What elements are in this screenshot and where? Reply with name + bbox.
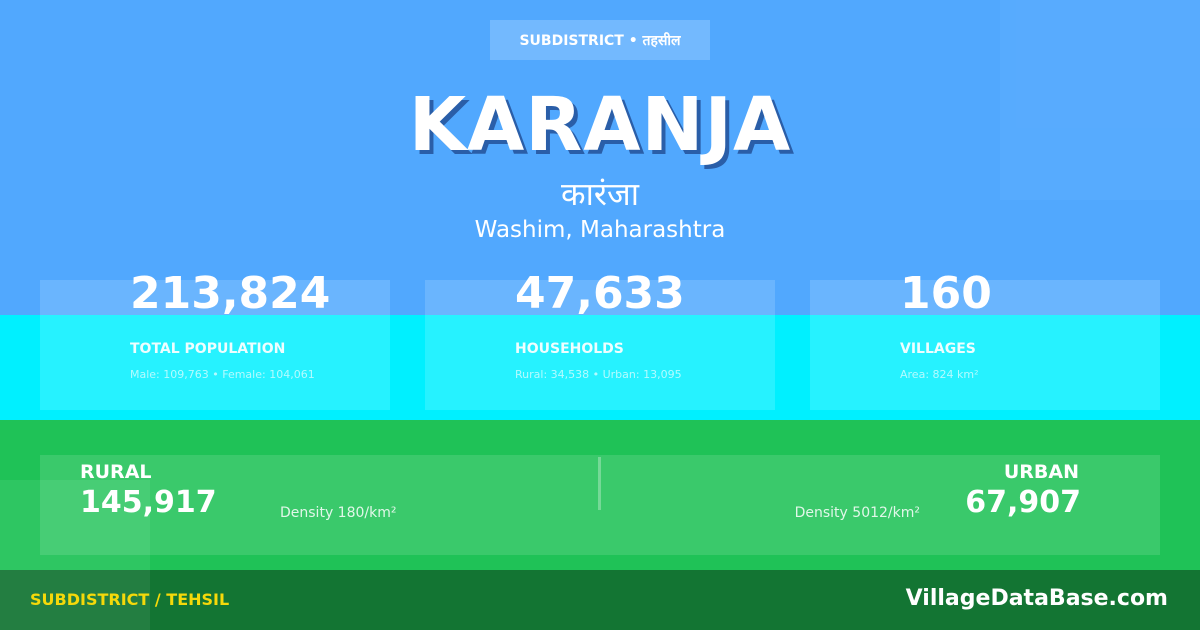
header-band <box>0 0 1200 315</box>
brand-link[interactable]: VillageDataBase.com <box>905 586 1168 611</box>
stat-card-villages: 160 VILLAGES Area: 824 km² <box>810 268 1160 410</box>
type-badge: SUBDISTRICT • तहसील <box>490 20 710 60</box>
local-title: कारंजा <box>561 175 639 213</box>
page-title: KARANJA <box>408 82 792 168</box>
footer-category: SUBDISTRICT / TEHSIL <box>30 590 230 609</box>
urban-density: Density 5012/km² <box>794 505 920 521</box>
stat-card-households: 47,633 HOUSEHOLDS Rural: 34,538 • Urban:… <box>425 268 775 410</box>
stat-label: TOTAL POPULATION <box>130 341 286 357</box>
rural-urban-band <box>0 420 1200 570</box>
stat-value: 213,824 <box>130 268 331 319</box>
stat-label: HOUSEHOLDS <box>515 341 624 357</box>
urban-value: 67,907 <box>965 485 1081 520</box>
stat-value: 160 <box>900 268 992 319</box>
rural-label: RURAL <box>80 461 152 483</box>
stat-sub: Male: 109,763 • Female: 104,061 <box>130 368 315 381</box>
urban-label: URBAN <box>1003 461 1079 483</box>
rural-urban-panel <box>40 455 1160 555</box>
decor-square <box>0 480 150 630</box>
stat-label: VILLAGES <box>900 341 976 357</box>
location: Washim, Maharashtra <box>474 217 726 243</box>
footer-band <box>0 570 1200 630</box>
stat-card-population: 213,824 TOTAL POPULATION Male: 109,763 •… <box>40 268 390 410</box>
stat-value: 47,633 <box>515 268 685 319</box>
stat-sub: Area: 824 km² <box>900 368 979 381</box>
rural-density: Density 180/km² <box>280 505 397 521</box>
rural-value: 145,917 <box>80 485 217 520</box>
stats-band <box>0 315 1200 420</box>
stat-sub: Rural: 34,538 • Urban: 13,095 <box>515 368 682 381</box>
decor-square <box>1000 0 1200 200</box>
divider <box>598 457 601 510</box>
